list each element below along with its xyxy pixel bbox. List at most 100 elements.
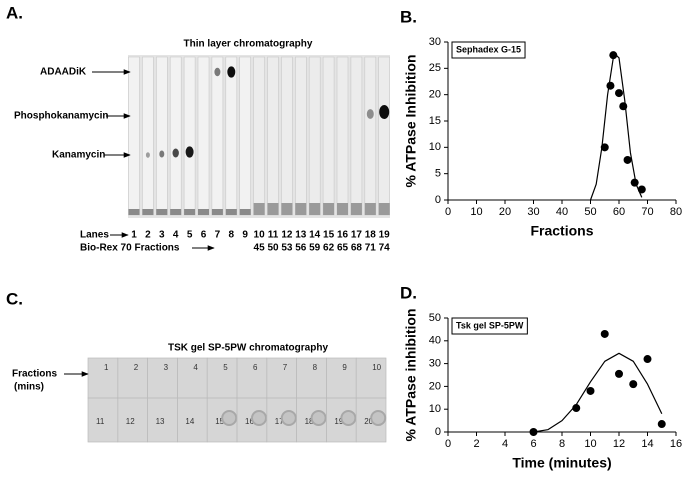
x-tick-label: 20 <box>499 206 511 218</box>
spot <box>366 109 374 119</box>
lane <box>336 56 349 216</box>
y-tick-label: 0 <box>435 426 441 438</box>
x-tick-label: 0 <box>445 206 451 218</box>
x-tick-label: 40 <box>556 206 568 218</box>
well-number: 16 <box>245 417 254 426</box>
spot <box>214 67 221 77</box>
well-number: 12 <box>126 417 135 426</box>
origin-band <box>253 203 265 215</box>
panel-title: TSK gel SP-5PW chromatography <box>168 343 328 354</box>
x-tick-label: 8 <box>559 438 565 450</box>
spot <box>172 148 179 158</box>
y-tick-label: 10 <box>429 403 441 415</box>
origin-band <box>198 209 209 215</box>
well-spot <box>221 410 238 426</box>
origin-band <box>170 209 182 215</box>
lane <box>211 56 224 216</box>
x-tick-label: 12 <box>613 438 625 450</box>
row-label: (mins) <box>14 382 44 393</box>
fraction-number: 68 <box>351 243 363 254</box>
panel-label: D. <box>400 283 417 302</box>
lane-number: 17 <box>351 230 363 241</box>
x-axis-title: Fractions <box>530 223 593 239</box>
lanes-label: Lanes <box>80 230 109 241</box>
fraction-number: 53 <box>281 243 293 254</box>
data-point <box>657 420 666 429</box>
origin-band <box>295 203 307 215</box>
spot <box>185 146 194 158</box>
fraction-number: 65 <box>337 243 349 254</box>
spot <box>227 66 236 78</box>
lane-number: 16 <box>337 230 349 241</box>
lane <box>364 56 377 216</box>
x-tick-label: 2 <box>473 438 479 450</box>
fraction-number: 74 <box>379 243 391 254</box>
x-tick-label: 4 <box>502 438 508 450</box>
well-number: 8 <box>313 363 318 372</box>
data-point <box>606 81 615 90</box>
y-tick-label: 25 <box>429 62 441 74</box>
well-number: 14 <box>185 417 194 426</box>
fractions-label: Bio-Rex 70 Fractions <box>80 243 180 254</box>
tlc-lanes <box>128 56 391 216</box>
origin-band <box>337 203 348 215</box>
fraction-number: 50 <box>267 243 279 254</box>
well-number: 15 <box>215 417 224 426</box>
lane <box>239 56 251 216</box>
fraction-number: 59 <box>309 243 321 254</box>
lane <box>267 56 279 216</box>
x-axis-title: Time (minutes) <box>512 455 611 471</box>
x-tick-label: 70 <box>641 206 653 218</box>
origin-band <box>364 203 376 215</box>
data-point <box>600 329 609 338</box>
fraction-number: 56 <box>295 243 307 254</box>
lane-number: 11 <box>268 230 279 241</box>
panel-label: C. <box>6 289 23 308</box>
well-number: 1 <box>104 363 109 372</box>
y-tick-label: 20 <box>429 380 441 392</box>
origin-band <box>309 203 321 215</box>
lane <box>183 56 196 216</box>
panel-label: A. <box>6 3 23 22</box>
well-number: 18 <box>305 417 314 426</box>
data-point <box>572 404 581 413</box>
y-tick-label: 5 <box>435 168 441 180</box>
lane-number: 8 <box>229 230 235 241</box>
spot <box>145 152 150 158</box>
data-point <box>630 178 639 187</box>
lane <box>197 56 210 216</box>
y-axis-title: % ATPase inhibition <box>403 308 419 441</box>
well-spot <box>280 410 297 426</box>
well-number: 3 <box>164 363 169 372</box>
lane <box>128 56 140 216</box>
lane-number: 12 <box>281 230 293 241</box>
fit-curve <box>533 352 663 433</box>
data-point <box>609 51 618 60</box>
legend-title: Tsk gel SP-5PW <box>456 320 524 330</box>
origin-band <box>156 209 168 215</box>
data-point <box>615 369 623 378</box>
lane-number: 4 <box>173 230 179 241</box>
well-spot <box>310 410 327 426</box>
y-axis-title: % ATPase Inhibition <box>403 54 419 187</box>
lane-number: 9 <box>242 230 248 241</box>
x-tick-label: 10 <box>470 206 482 218</box>
marker-label: ADAADiK <box>40 67 87 78</box>
lane <box>225 56 238 216</box>
lane-number: 13 <box>295 230 307 241</box>
lane-number: 15 <box>323 230 335 241</box>
data-point <box>615 89 623 98</box>
data-point <box>629 380 638 389</box>
lane <box>253 56 265 216</box>
y-tick-label: 0 <box>435 194 441 206</box>
legend-box <box>451 41 526 59</box>
x-tick-label: 30 <box>527 206 539 218</box>
fraction-number: 62 <box>323 243 335 254</box>
well-spot <box>251 410 267 426</box>
lane-number: 18 <box>365 230 377 241</box>
row-label: Fractions <box>12 369 57 380</box>
well-cell <box>355 397 387 443</box>
lane <box>281 56 293 216</box>
well-number: 13 <box>156 417 165 426</box>
